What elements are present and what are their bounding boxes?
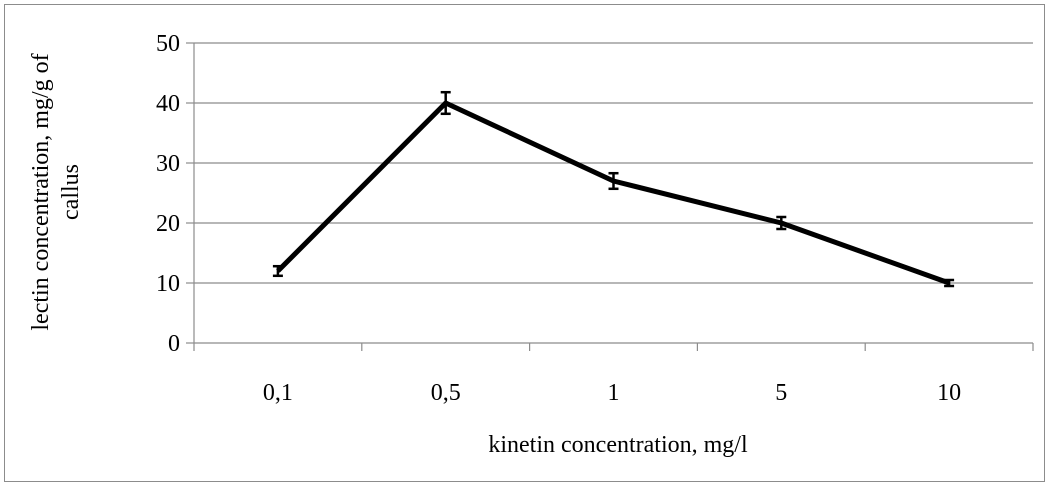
x-tick-label: 0,5: [431, 380, 461, 406]
x-tick-label: 1: [608, 380, 620, 406]
y-tick-label: 30: [156, 151, 180, 177]
error-bar: [608, 171, 619, 191]
y-tick-label: 40: [156, 91, 180, 117]
y-axis-title: lectin concentration, mg/g of callus: [28, 53, 84, 330]
error-bar: [944, 278, 955, 288]
y-tick-label: 20: [156, 211, 180, 237]
x-tick-label: 5: [775, 380, 787, 406]
axes: [186, 42, 1034, 351]
x-tick-label: 10: [937, 380, 961, 406]
grid-lines: [194, 42, 1033, 284]
series-line: [276, 100, 950, 286]
y-tick-labels: 0 10 20 30 40 50: [156, 31, 180, 357]
error-bars: [272, 90, 955, 288]
error-bar: [272, 264, 283, 278]
y-axis-title-line-1: lectin concentration, mg/g of: [28, 53, 54, 330]
error-bar: [776, 215, 787, 231]
y-tick-label: 0: [168, 331, 180, 357]
error-bar: [440, 90, 451, 116]
y-tick-label: 10: [156, 271, 180, 297]
x-tick-label: 0,1: [263, 380, 293, 406]
x-axis-title: kinetin concentration, mg/l: [488, 432, 748, 458]
y-axis-title-line-2: callus: [58, 164, 84, 220]
x-tick-labels: 0,1 0,5 1 5 10: [263, 380, 961, 406]
chart-frame: [4, 4, 1045, 482]
data-series: [276, 100, 950, 286]
y-tick-label: 50: [156, 31, 180, 57]
